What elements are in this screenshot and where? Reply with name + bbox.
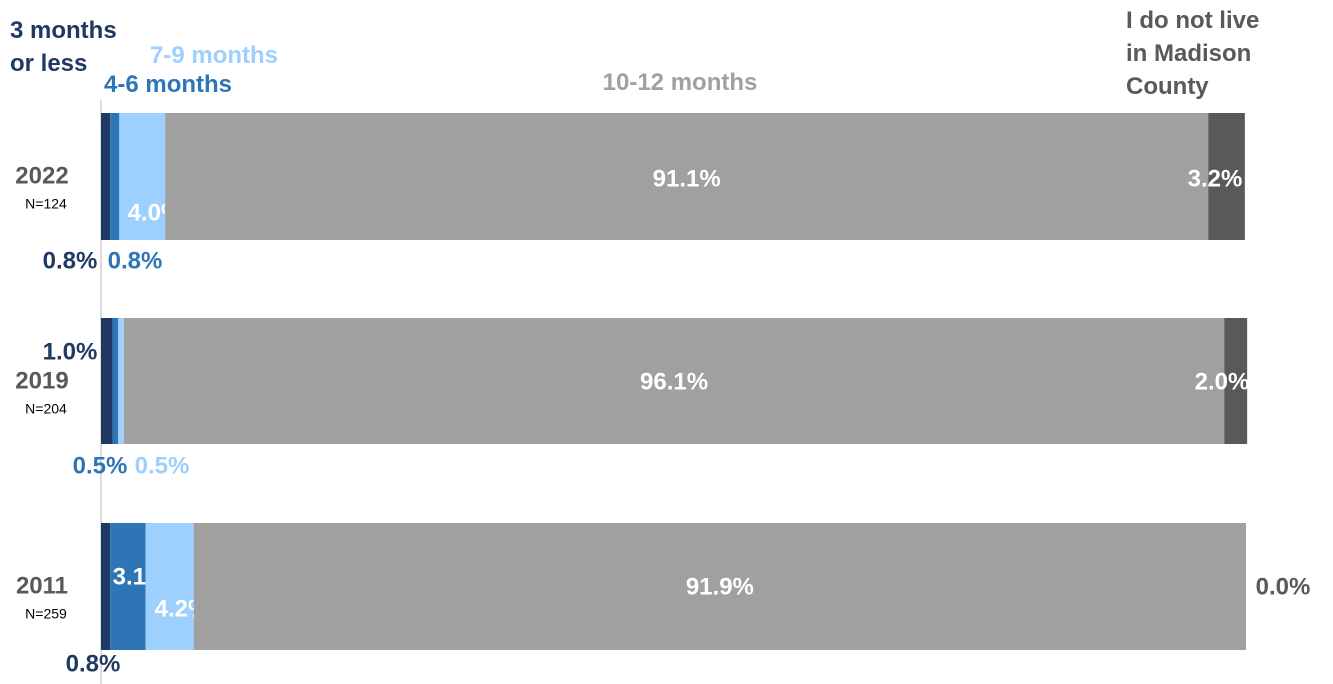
bar-segment — [101, 523, 111, 650]
value-label: 91.9% — [686, 573, 754, 600]
bar-segment — [110, 523, 146, 650]
category-label: 2022 — [15, 162, 68, 189]
value-label: 91.1% — [653, 165, 721, 192]
legend-label: I do not live in Madison County — [1126, 7, 1260, 100]
bar-segment — [101, 113, 111, 240]
value-label: 0.8% — [43, 247, 98, 274]
value-label: 0.8% — [66, 650, 121, 677]
value-label: 2.0% — [1195, 368, 1250, 395]
value-label: 1.0% — [43, 338, 98, 365]
bar-segment — [193, 523, 1246, 650]
bar-segment — [118, 318, 124, 444]
value-label: 3.2% — [1188, 165, 1243, 192]
value-label: 0.0% — [1256, 573, 1311, 600]
bar-segment — [165, 113, 1209, 240]
legend-label: 10-12 months — [602, 69, 758, 96]
bar-segment — [123, 318, 1225, 444]
bar-segment — [1224, 318, 1248, 444]
legend-label: 4-6 months — [104, 71, 233, 98]
bar-segment — [145, 523, 194, 650]
category-label: 2011 — [16, 572, 68, 599]
sample-size-label: N=204 — [25, 401, 67, 417]
bar-segment — [119, 113, 166, 240]
legend-label: 3 months or less — [10, 17, 117, 77]
sample-size-label: N=259 — [25, 606, 67, 622]
bar-segment — [110, 113, 120, 240]
value-label: 96.1% — [640, 368, 708, 395]
bar-segment — [112, 318, 119, 444]
bar-segment — [101, 318, 113, 444]
value-label: 0.5% — [135, 452, 190, 479]
legend-label: 7-9 months — [150, 42, 279, 69]
value-label: 0.5% — [73, 452, 128, 479]
value-label: 0.8% — [108, 247, 163, 274]
category-label: 2019 — [15, 367, 68, 394]
bar-segment — [1208, 113, 1245, 240]
sample-size-label: N=124 — [25, 196, 67, 212]
